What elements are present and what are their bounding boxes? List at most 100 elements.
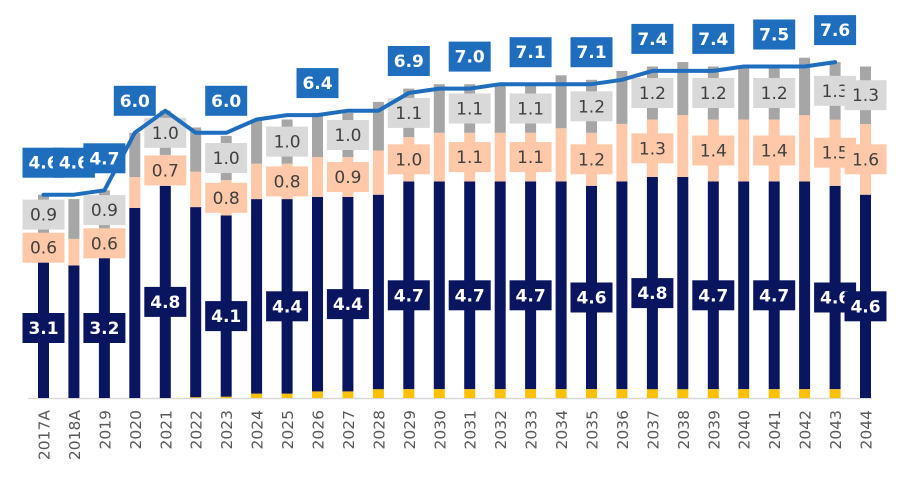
data-label-text: 3.1 <box>28 319 58 339</box>
data-label-box <box>692 135 735 166</box>
x-tick-label: 2034 <box>553 410 571 449</box>
total-label-text: 6.0 <box>211 92 241 112</box>
total-label-2041: 7.5 <box>753 19 796 50</box>
total-label-text: 6.0 <box>120 92 150 112</box>
bar-segment-navy-segment-2018a <box>68 265 80 398</box>
data-label-text: 1.2 <box>761 84 788 104</box>
x-tick-label: 2035 <box>584 410 602 449</box>
data-label-text: 0.9 <box>91 201 118 221</box>
data-label-text: 4.8 <box>150 293 180 313</box>
total-label-box <box>509 37 552 68</box>
x-tick-label: 2033 <box>523 410 541 449</box>
x-tick-label: 2018A <box>66 410 84 460</box>
data-label-box <box>692 280 735 311</box>
total-label-text: 7.1 <box>516 43 546 63</box>
data-label-navy-segment-2017a: 3.1 <box>22 313 65 343</box>
total-label-box <box>753 19 796 50</box>
bar-segment-yellow-segment-2025 <box>281 393 293 398</box>
data-label-gray-segment-2027: 1.0 <box>326 120 369 150</box>
bar-segment-yellow-segment-2031 <box>464 389 476 398</box>
data-label-navy-segment-2019: 3.2 <box>83 313 126 343</box>
data-label-box <box>144 286 187 317</box>
bar-segment-peach-segment-2042 <box>799 115 811 182</box>
data-label-box <box>326 162 369 192</box>
bar-segment-yellow-segment-2022 <box>190 397 202 398</box>
data-label-box <box>448 142 491 173</box>
data-label-gray-segment-2033: 1.1 <box>509 93 552 124</box>
data-label-text: 1.6 <box>852 150 879 170</box>
bar-segment-navy-segment-2032 <box>494 181 506 390</box>
x-tick-label: 2027 <box>340 410 358 449</box>
data-label-text: 1.1 <box>456 148 483 168</box>
data-label-text: 1.2 <box>578 97 605 117</box>
data-label-text: 1.3 <box>639 139 666 159</box>
bar-segment-navy-segment-2020 <box>129 207 141 398</box>
data-label-text: 4.4 <box>333 295 363 315</box>
data-label-peach-segment-2029: 1.0 <box>387 144 430 175</box>
data-label-peach-segment-2035: 1.2 <box>570 144 613 175</box>
data-label-gray-segment-2041: 1.2 <box>753 78 796 108</box>
total-label-text: 7.6 <box>820 21 850 41</box>
bar-segment-peach-segment-2040 <box>738 119 750 182</box>
data-label-box <box>844 291 887 322</box>
data-label-peach-segment-2044: 1.6 <box>844 144 887 175</box>
bar-segment-gray-segment-2034 <box>555 75 567 129</box>
total-line-series <box>41 60 838 197</box>
data-label-box <box>387 144 430 175</box>
bar-segment-yellow-segment-2042 <box>799 389 811 398</box>
total-label-2029: 6.9 <box>387 46 430 76</box>
x-tick-label: 2026 <box>310 410 328 449</box>
data-label-box <box>266 126 309 157</box>
segment-labels-layer: 3.1 3.24.84.1 4.4 4.4 4.7 4.7 4.7 4.6 4.8 4.7 4.7 4… <box>22 75 887 343</box>
data-label-text: 1.1 <box>456 100 483 120</box>
x-tick-label: 2044 <box>858 410 876 449</box>
total-label-text: 7.4 <box>637 30 667 50</box>
data-label-navy-segment-2041: 4.7 <box>753 280 796 311</box>
data-label-navy-segment-2039: 4.7 <box>692 280 735 311</box>
data-label-box <box>22 313 65 343</box>
x-tick-label: 2022 <box>188 410 206 449</box>
bar-segment-peach-segment-2022 <box>190 171 202 208</box>
x-tick-label: 2021 <box>157 410 175 449</box>
x-tick-label: 2042 <box>797 410 815 449</box>
x-tick-label: 2025 <box>279 410 297 449</box>
bar-segment-peach-segment-2020 <box>129 177 141 208</box>
bar-segment-gray-segment-2030 <box>433 84 445 133</box>
total-label-text: 7.1 <box>576 43 606 63</box>
data-label-gray-segment-2031: 1.1 <box>448 93 491 124</box>
data-label-gray-segment-2039: 1.2 <box>692 78 735 108</box>
data-label-text: 4.6 <box>850 297 880 317</box>
bar-segment-yellow-segment-2027 <box>342 391 354 398</box>
total-label-2035: 7.1 <box>570 37 613 68</box>
data-label-text: 4.7 <box>455 286 485 306</box>
total-label-box <box>631 23 674 54</box>
bar-segment-yellow-segment-2040 <box>738 389 750 398</box>
bar-segment-gray-segment-2028 <box>372 101 384 151</box>
data-label-box <box>844 144 887 175</box>
x-tick-label: 2032 <box>492 410 510 449</box>
bar-segment-peach-segment-2038 <box>677 115 689 177</box>
x-tick-label: 2040 <box>736 410 754 449</box>
bar-segment-peach-segment-2032 <box>494 132 506 182</box>
data-label-text: 1.4 <box>700 142 727 162</box>
bar-segment-peach-segment-2018a <box>68 238 80 266</box>
data-label-box <box>509 280 552 311</box>
data-label-text: 0.6 <box>91 234 118 254</box>
data-label-text: 0.7 <box>152 161 179 181</box>
data-label-box <box>570 282 613 313</box>
data-label-box <box>631 133 674 164</box>
bar-segment-navy-segment-2030 <box>433 181 445 390</box>
data-label-text: 1.1 <box>395 104 422 124</box>
bar-segment-yellow-segment-2038 <box>677 389 689 398</box>
x-tick-label: 2043 <box>827 410 845 449</box>
data-label-text: 0.8 <box>213 189 240 209</box>
data-label-peach-segment-2025: 0.8 <box>266 166 309 197</box>
data-label-peach-segment-2033: 1.1 <box>509 142 552 173</box>
data-label-peach-segment-2041: 1.4 <box>753 135 796 166</box>
data-label-peach-segment-2019: 0.6 <box>83 228 126 259</box>
data-label-box <box>631 78 674 108</box>
data-label-navy-segment-2035: 4.6 <box>570 282 613 313</box>
data-label-text: 0.9 <box>30 206 57 226</box>
x-tick-label: 2020 <box>127 410 145 449</box>
data-label-text: 1.2 <box>639 84 666 104</box>
